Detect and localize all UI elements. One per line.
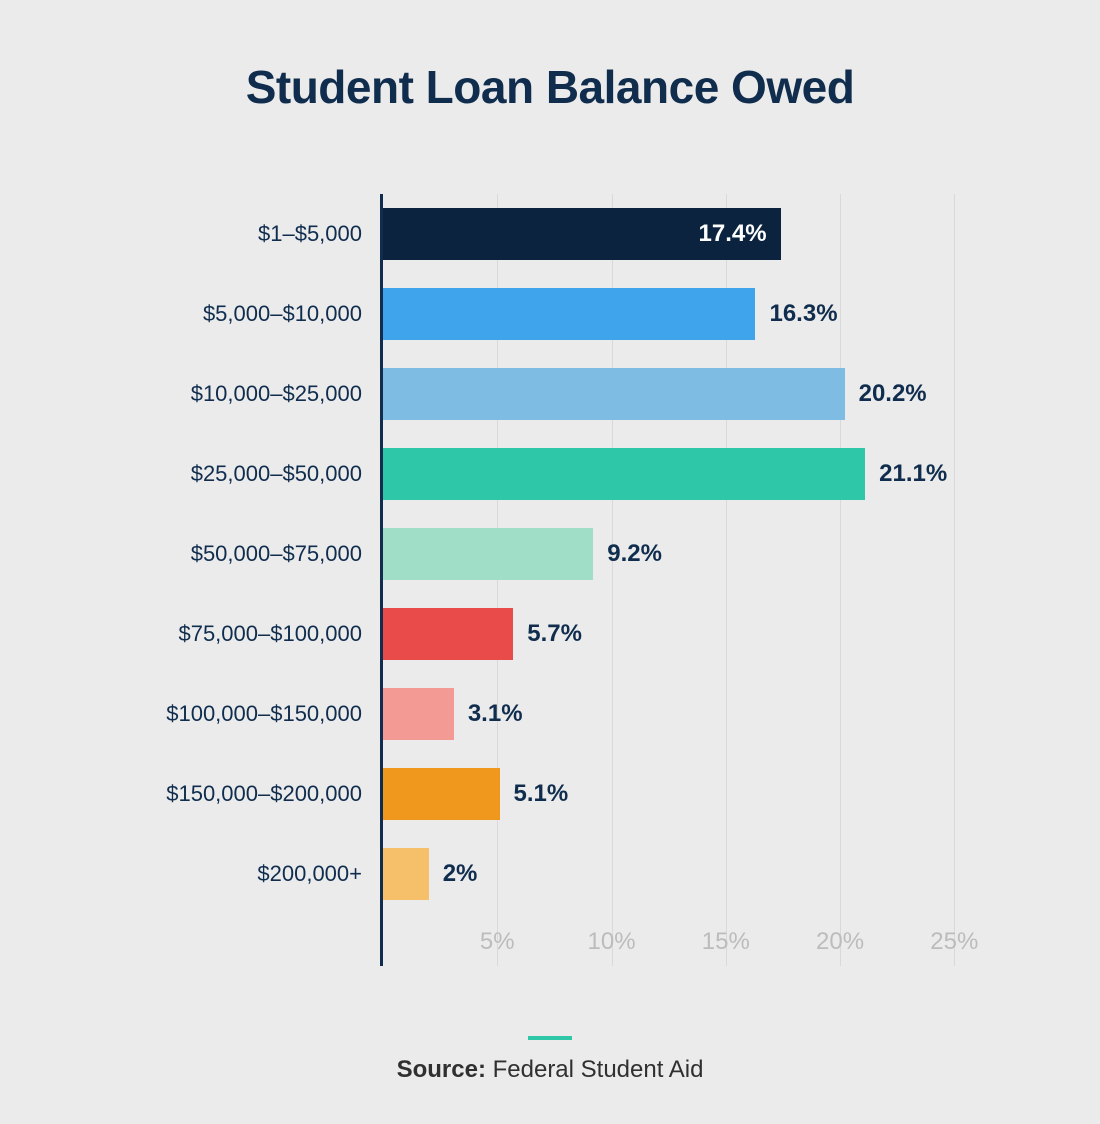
bar-value-label: 5.1% bbox=[514, 780, 569, 808]
bar-row: 3.1% bbox=[383, 674, 1000, 754]
bar: 5.1% bbox=[383, 768, 500, 820]
y-axis-label: $1–$5,000 bbox=[258, 194, 362, 274]
bar-value-label: 16.3% bbox=[769, 300, 837, 328]
bar-value-label: 20.2% bbox=[859, 380, 927, 408]
bar-value-label: 9.2% bbox=[607, 540, 662, 568]
bar-row: 5.7% bbox=[383, 594, 1000, 674]
source-label: Source: bbox=[397, 1056, 486, 1083]
bar: 3.1% bbox=[383, 688, 454, 740]
bar-value-label: 17.4% bbox=[699, 220, 767, 248]
bar: 17.4% bbox=[383, 208, 781, 260]
source-text: Source: Federal Student Aid bbox=[397, 1056, 704, 1084]
y-axis-label: $100,000–$150,000 bbox=[166, 674, 362, 754]
source-accent bbox=[528, 1036, 572, 1040]
chart-area: $1–$5,000$5,000–$10,000$10,000–$25,000$2… bbox=[50, 194, 1050, 966]
source-block: Source: Federal Student Aid bbox=[397, 1036, 704, 1084]
bar: 2% bbox=[383, 848, 429, 900]
x-tick-label: 10% bbox=[587, 928, 635, 956]
y-axis-label: $25,000–$50,000 bbox=[191, 434, 362, 514]
y-axis-label: $200,000+ bbox=[257, 834, 362, 914]
x-axis: 5% 10% 15% 20% 25% bbox=[383, 914, 1000, 966]
bar: 16.3% bbox=[383, 288, 755, 340]
source-value: Federal Student Aid bbox=[493, 1056, 704, 1083]
y-axis-label: $50,000–$75,000 bbox=[191, 514, 362, 594]
y-axis-label: $150,000–$200,000 bbox=[166, 754, 362, 834]
bar-row: 5.1% bbox=[383, 754, 1000, 834]
bar-value-label: 3.1% bbox=[468, 700, 523, 728]
y-axis-label: $5,000–$10,000 bbox=[203, 274, 362, 354]
bar: 20.2% bbox=[383, 368, 845, 420]
bar-value-label: 5.7% bbox=[527, 620, 582, 648]
y-axis-label: $75,000–$100,000 bbox=[178, 594, 362, 674]
chart-title: Student Loan Balance Owed bbox=[246, 60, 855, 114]
bar-row: 9.2% bbox=[383, 514, 1000, 594]
x-tick-label: 20% bbox=[816, 928, 864, 956]
bar: 21.1% bbox=[383, 448, 865, 500]
bar-row: 17.4% bbox=[383, 194, 1000, 274]
chart-container: Student Loan Balance Owed $1–$5,000$5,00… bbox=[0, 0, 1100, 1124]
bar-row: 16.3% bbox=[383, 274, 1000, 354]
plot-area: 17.4% 16.3% 20.2% 21.1% 9.2% 5.7% 3.1% 5.1% 2% 5… bbox=[380, 194, 1000, 966]
bar: 5.7% bbox=[383, 608, 513, 660]
y-axis-label: $10,000–$25,000 bbox=[191, 354, 362, 434]
bars-group: 17.4% 16.3% 20.2% 21.1% 9.2% 5.7% 3.1% 5.1% 2% bbox=[383, 194, 1000, 914]
y-axis-labels: $1–$5,000$5,000–$10,000$10,000–$25,000$2… bbox=[100, 194, 380, 966]
bar-value-label: 21.1% bbox=[879, 460, 947, 488]
bar-row: 20.2% bbox=[383, 354, 1000, 434]
bar: 9.2% bbox=[383, 528, 593, 580]
bar-row: 21.1% bbox=[383, 434, 1000, 514]
bar-value-label: 2% bbox=[443, 860, 478, 888]
x-tick-label: 5% bbox=[480, 928, 515, 956]
x-tick-label: 25% bbox=[930, 928, 978, 956]
bar-row: 2% bbox=[383, 834, 1000, 914]
x-tick-label: 15% bbox=[702, 928, 750, 956]
